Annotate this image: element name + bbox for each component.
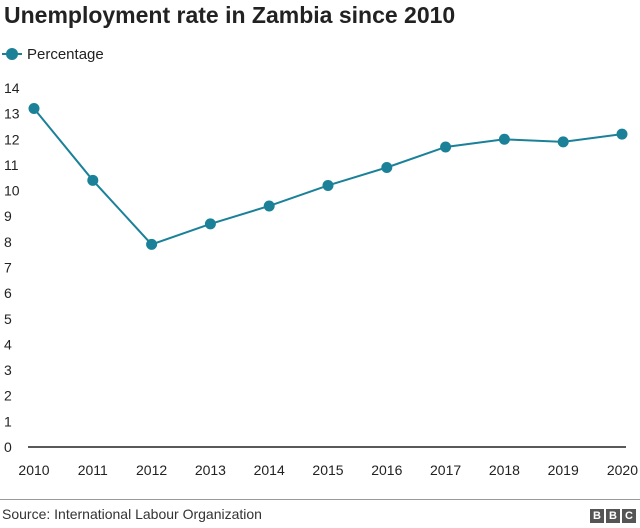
data-point xyxy=(87,174,99,186)
y-tick-label: 14 xyxy=(4,80,20,96)
data-point xyxy=(146,238,158,250)
y-tick-label: 0 xyxy=(4,439,12,455)
y-tick-label: 3 xyxy=(4,362,12,378)
y-tick-label: 7 xyxy=(4,260,12,276)
x-tick-label: 2014 xyxy=(254,462,285,478)
x-tick-label: 2012 xyxy=(136,462,167,478)
x-tick-label: 2019 xyxy=(548,462,579,478)
data-point xyxy=(440,141,452,153)
data-point xyxy=(204,218,216,230)
bbc-logo-letter: B xyxy=(606,509,620,523)
y-tick-label: 5 xyxy=(4,311,12,327)
series-line xyxy=(33,107,623,246)
y-tick-label: 6 xyxy=(4,285,12,301)
x-tick-label: 2010 xyxy=(18,462,49,478)
bbc-logo: B B C xyxy=(590,509,636,523)
data-point xyxy=(557,136,569,148)
legend: Percentage xyxy=(2,43,104,65)
y-tick-label: 2 xyxy=(4,388,12,404)
source-note: Source: International Labour Organizatio… xyxy=(2,506,262,522)
x-tick-label: 2013 xyxy=(195,462,226,478)
legend-marker-icon xyxy=(2,47,22,61)
x-tick-label: 2020 xyxy=(607,462,638,478)
y-tick-label: 4 xyxy=(4,336,12,352)
y-tick-label: 1 xyxy=(4,413,12,429)
data-point xyxy=(263,200,275,212)
data-point xyxy=(616,128,628,140)
y-tick-label: 8 xyxy=(4,234,12,250)
y-tick-label: 12 xyxy=(4,131,20,147)
data-point xyxy=(381,161,393,173)
data-point xyxy=(28,103,40,115)
bbc-logo-letter: B xyxy=(590,509,604,523)
chart-title: Unemployment rate in Zambia since 2010 xyxy=(4,2,456,28)
x-tick-label: 2015 xyxy=(312,462,343,478)
x-tick-label: 2016 xyxy=(371,462,402,478)
y-tick-label: 9 xyxy=(4,208,12,224)
data-point xyxy=(322,179,334,191)
y-tick-label: 10 xyxy=(4,183,20,199)
legend-dot xyxy=(6,48,18,60)
bbc-logo-letter: C xyxy=(622,509,636,523)
x-tick-label: 2018 xyxy=(489,462,520,478)
data-point xyxy=(498,133,510,145)
legend-label: Percentage xyxy=(27,45,104,63)
x-tick-label: 2017 xyxy=(430,462,461,478)
footer-divider xyxy=(0,499,640,500)
x-tick-label: 2011 xyxy=(78,462,108,478)
y-tick-label: 11 xyxy=(4,157,19,173)
y-tick-label: 13 xyxy=(4,106,20,122)
